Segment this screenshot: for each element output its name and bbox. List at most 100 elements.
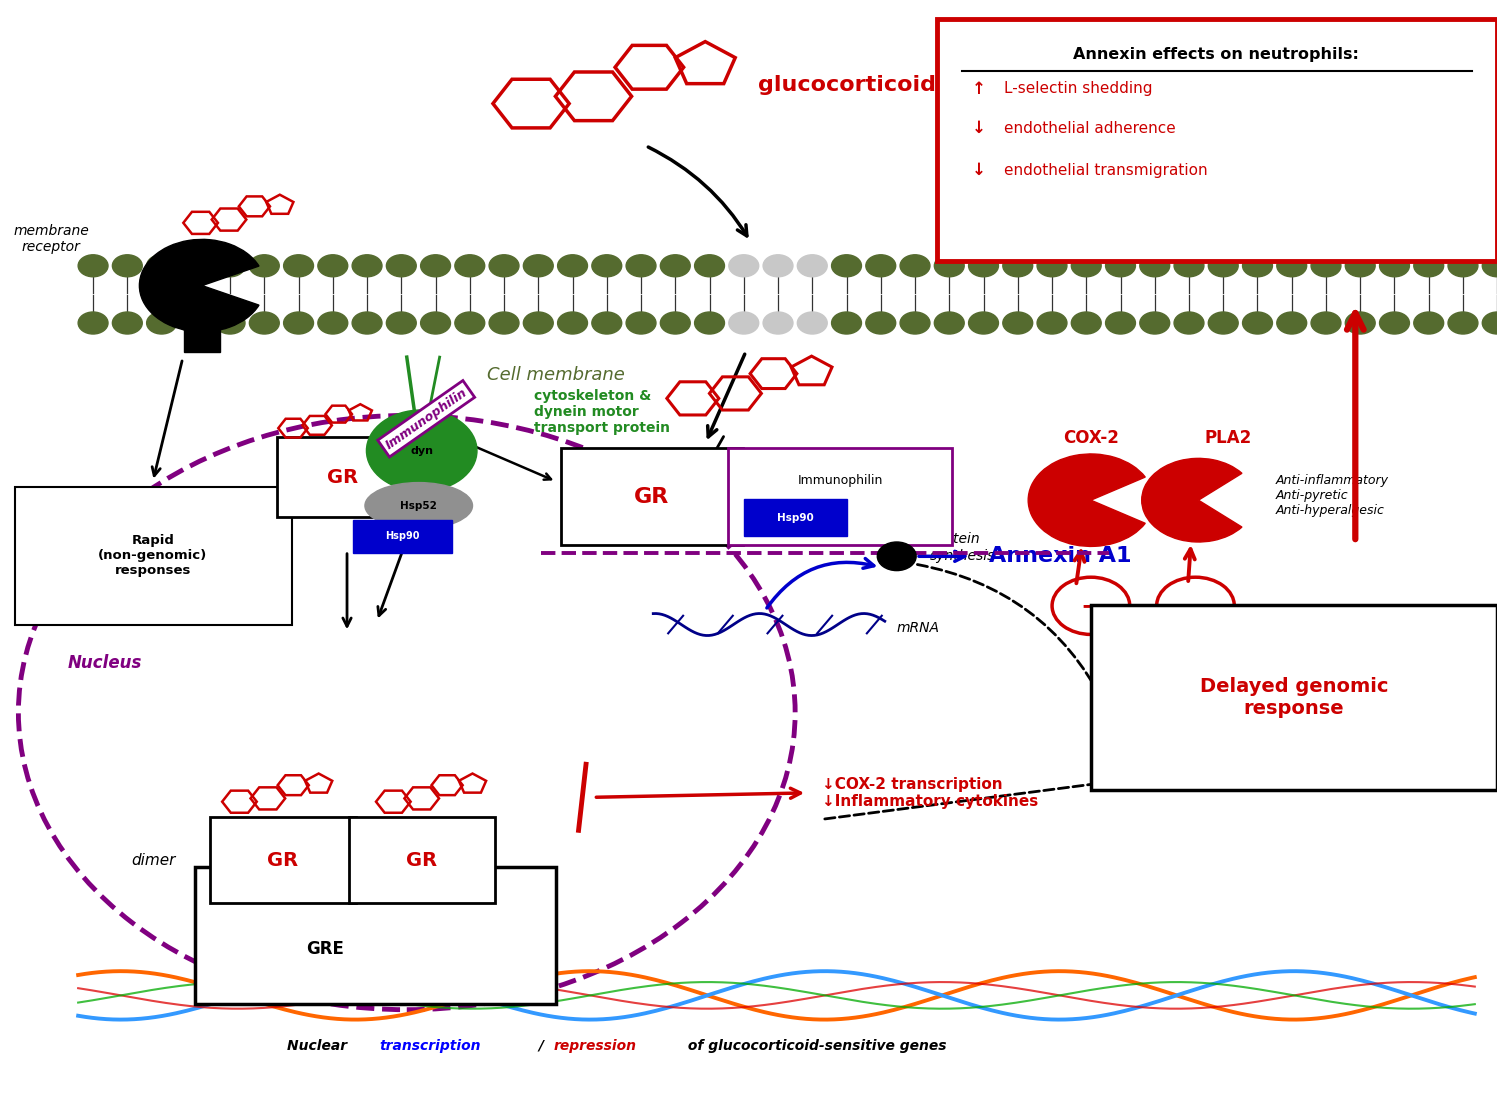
Circle shape [865,312,895,334]
Circle shape [660,254,690,276]
Wedge shape [140,239,260,332]
Circle shape [1276,312,1306,334]
Circle shape [1482,312,1500,334]
Circle shape [524,312,554,334]
Circle shape [318,312,348,334]
Circle shape [454,254,484,276]
Circle shape [1004,254,1032,276]
FancyBboxPatch shape [1090,605,1497,790]
Text: Rapid
(non-genomic)
responses: Rapid (non-genomic) responses [98,534,207,576]
Text: ↓: ↓ [972,161,986,179]
FancyBboxPatch shape [348,817,495,902]
FancyBboxPatch shape [561,448,742,545]
Circle shape [626,312,656,334]
Circle shape [764,254,794,276]
Circle shape [934,312,964,334]
Circle shape [284,312,314,334]
FancyBboxPatch shape [728,448,952,545]
Text: Hsp52: Hsp52 [400,501,436,511]
Text: −: − [1185,594,1206,618]
Circle shape [489,312,519,334]
Circle shape [182,312,212,334]
Circle shape [1414,254,1443,276]
Text: PLA2: PLA2 [1204,429,1252,447]
Circle shape [831,312,861,334]
Circle shape [626,254,656,276]
Text: cytoskeleton &
dynein motor
transport protein: cytoskeleton & dynein motor transport pr… [534,389,669,436]
Circle shape [969,312,999,334]
Circle shape [798,312,826,334]
Circle shape [1482,254,1500,276]
Text: L-selectin shedding: L-selectin shedding [1005,81,1154,96]
Text: GR: GR [267,851,298,869]
Circle shape [489,254,519,276]
Text: Nucleus: Nucleus [68,654,142,672]
Circle shape [900,312,930,334]
Circle shape [1004,312,1032,334]
Text: Cell membrane: Cell membrane [488,366,626,384]
Circle shape [1071,312,1101,334]
Ellipse shape [364,482,472,529]
Text: GR: GR [406,851,438,869]
Circle shape [865,254,895,276]
FancyBboxPatch shape [352,520,452,553]
Circle shape [558,254,588,276]
Circle shape [1036,254,1066,276]
Circle shape [1140,254,1170,276]
Circle shape [454,312,484,334]
Circle shape [798,254,826,276]
Circle shape [900,254,930,276]
Text: −: − [1080,594,1101,618]
Text: endothelial transmigration: endothelial transmigration [1005,163,1208,178]
Text: ↑: ↑ [972,80,986,97]
Text: Nuclear: Nuclear [288,1039,352,1053]
Text: GRE: GRE [306,940,344,958]
Circle shape [1380,254,1410,276]
Text: Annexin effects on neutrophils:: Annexin effects on neutrophils: [1074,46,1359,62]
Text: ↓COX-2 transcription
↓Inflammatory cytokines: ↓COX-2 transcription ↓Inflammatory cytok… [822,776,1038,810]
Circle shape [729,312,759,334]
Circle shape [1209,254,1237,276]
Text: Immunophilin: Immunophilin [382,386,470,451]
Circle shape [147,254,177,276]
Text: endothelial adherence: endothelial adherence [1005,121,1176,136]
FancyBboxPatch shape [278,438,408,517]
Circle shape [214,254,244,276]
Circle shape [524,254,554,276]
Circle shape [878,542,916,571]
Text: /: / [534,1039,549,1053]
Text: Immunophilin: Immunophilin [798,473,882,487]
Circle shape [1106,312,1136,334]
Circle shape [1311,254,1341,276]
Circle shape [1276,254,1306,276]
Circle shape [1071,254,1101,276]
FancyBboxPatch shape [210,817,356,902]
Circle shape [1380,312,1410,334]
Bar [184,307,220,352]
Circle shape [352,254,382,276]
Circle shape [1448,312,1478,334]
Circle shape [694,254,724,276]
Text: repression: repression [554,1039,636,1053]
Circle shape [694,312,724,334]
Circle shape [387,312,416,334]
Circle shape [420,254,450,276]
Circle shape [1209,312,1237,334]
Circle shape [1242,312,1272,334]
Circle shape [147,312,177,334]
FancyBboxPatch shape [938,19,1497,261]
Circle shape [1106,254,1136,276]
Text: membrane
receptor: membrane receptor [13,225,88,254]
Text: Hsp90: Hsp90 [777,513,813,523]
Circle shape [352,312,382,334]
Circle shape [934,254,964,276]
Text: of glucocorticoid-sensitive genes: of glucocorticoid-sensitive genes [682,1039,946,1053]
Circle shape [729,254,759,276]
Circle shape [1140,312,1170,334]
Circle shape [1414,312,1443,334]
Circle shape [420,312,450,334]
Circle shape [1174,312,1204,334]
Text: dimer: dimer [130,853,176,867]
Circle shape [1174,254,1204,276]
Circle shape [182,254,212,276]
